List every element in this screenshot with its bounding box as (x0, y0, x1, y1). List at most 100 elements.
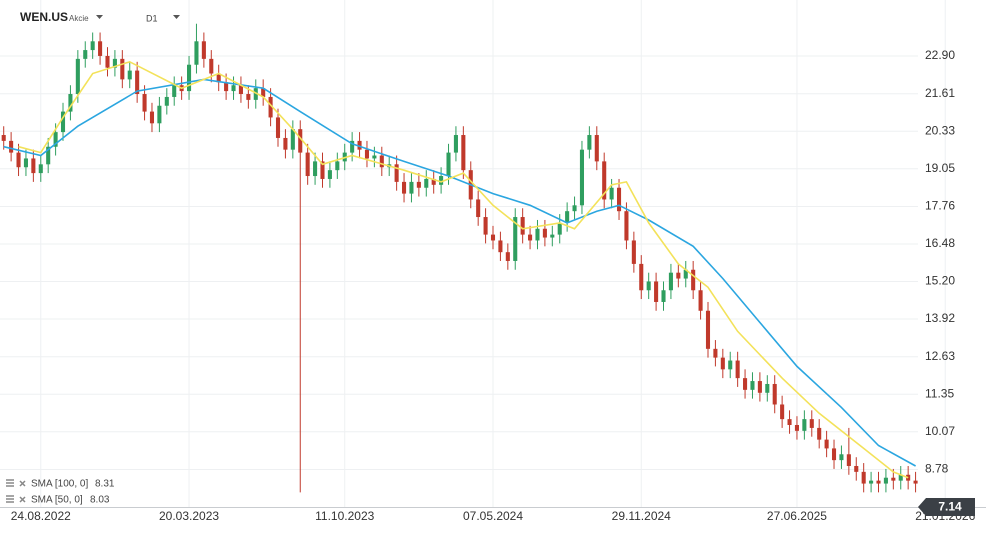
candle-body (409, 181, 414, 194)
legend-value: 8.31 (95, 479, 115, 490)
candle-body (676, 272, 681, 279)
candle-body (416, 181, 421, 188)
candle-body (298, 129, 303, 153)
candle-body (31, 158, 36, 174)
candle-body (157, 105, 162, 124)
grid (0, 0, 946, 507)
legend: SMA [100, 0] 8.31 SMA [50, 0] 8.03 (6, 479, 115, 506)
candle-body (572, 205, 577, 212)
y-tick-label: 22.90 (925, 48, 955, 62)
candle-body (261, 88, 266, 97)
y-tick-label: 13.92 (925, 311, 955, 325)
candle-body (705, 310, 711, 349)
last-price: 7.14 (938, 500, 962, 514)
candle-body (817, 427, 822, 440)
axes: 22.90 21.61 20.33 19.05 17.76 16.48 15.20 13.92… (11, 48, 976, 523)
y-tick-label: 8.78 (925, 462, 949, 476)
candle-body (313, 161, 318, 177)
candle-body (698, 290, 703, 311)
y-tick-label: 11.35 (925, 386, 954, 400)
candle-body (861, 471, 866, 484)
candle-body (90, 41, 95, 51)
candle-body (616, 187, 622, 212)
candle-body (750, 381, 755, 390)
candle-body (135, 70, 140, 95)
legend-name: SMA [100, 0] (31, 479, 88, 490)
symbol[interactable]: WEN.US (20, 10, 68, 24)
candle-body (876, 480, 881, 484)
candle-body (891, 477, 896, 481)
candle-body (498, 240, 503, 253)
candle-body (542, 228, 547, 238)
candle-body (453, 135, 458, 153)
candle-body (246, 94, 251, 100)
candle-body (268, 96, 273, 118)
candle-body (839, 454, 844, 461)
instrument-kind: Akcie (69, 14, 89, 23)
candle-body (75, 58, 80, 95)
candle-body (164, 96, 169, 106)
candle-body (112, 58, 117, 68)
candle-body (350, 140, 355, 153)
candle-body (149, 111, 155, 124)
candle-body (364, 149, 370, 159)
symbol-dropdown[interactable] (96, 15, 103, 19)
candle-body (446, 152, 451, 177)
candle-body (787, 419, 792, 425)
timeframe[interactable]: D1 (146, 13, 158, 23)
x-tick-label: 11.10.2023 (315, 509, 374, 523)
candle-body (757, 381, 762, 393)
legend-settings-icon[interactable] (6, 479, 14, 487)
candle-body (639, 263, 644, 291)
candle-body (23, 158, 28, 168)
candle-body (898, 474, 903, 481)
candle-body (394, 164, 399, 182)
candle-body (224, 82, 229, 92)
candle-body (691, 269, 696, 291)
candle-body (120, 58, 125, 80)
candle-body (60, 111, 66, 133)
candle-body (401, 181, 407, 194)
timeframe-dropdown[interactable] (173, 15, 180, 19)
candle-body (809, 419, 814, 428)
candle-body (216, 73, 221, 83)
candle-body (713, 348, 718, 358)
candle-body (372, 155, 377, 159)
plot (1, 23, 918, 493)
candle-body (720, 357, 725, 370)
candle-body (187, 64, 192, 92)
x-tick-label: 24.08.2022 (11, 509, 71, 523)
candle-body (802, 419, 807, 431)
candle-body (661, 290, 666, 302)
candle-body (105, 55, 110, 68)
candle-body (520, 217, 525, 235)
candle-body (654, 281, 659, 302)
candle-body (631, 240, 636, 264)
candle-body (846, 454, 851, 466)
candle-body (1, 135, 6, 141)
candle-body (505, 252, 510, 261)
y-tick-label: 16.48 (925, 236, 955, 250)
candle-body (794, 424, 799, 431)
legend-settings-icon[interactable] (6, 495, 14, 503)
candle-body (16, 152, 21, 168)
candle-body (602, 161, 607, 200)
candle-body (646, 281, 651, 291)
candle-body (550, 234, 555, 238)
x-tick-label: 07.05.2024 (463, 509, 523, 523)
legend-remove-icon[interactable] (19, 480, 26, 487)
x-tick-label: 29.11.2024 (612, 509, 671, 523)
candle-body (305, 152, 310, 177)
candle-body (194, 41, 199, 65)
candle-body (772, 383, 777, 405)
candle-body (913, 480, 918, 484)
y-tick-label: 15.20 (925, 274, 955, 288)
x-tick-label: 27.06.2025 (767, 509, 827, 523)
candle-body (46, 146, 51, 165)
legend-name: SMA [50, 0] (31, 495, 83, 506)
candle-body (209, 58, 214, 74)
candle-body (283, 137, 288, 150)
legend-remove-icon[interactable] (19, 496, 26, 503)
candle-body (142, 94, 147, 112)
candle-body (335, 161, 340, 171)
